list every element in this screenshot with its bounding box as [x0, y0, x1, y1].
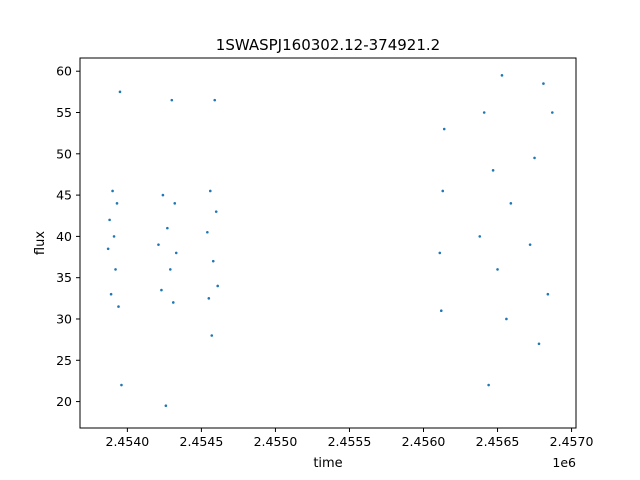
data-point [108, 218, 111, 222]
data-point [491, 169, 495, 172]
y-tick-label: 20 [56, 394, 72, 409]
plot-frame [79, 57, 577, 429]
data-point [537, 342, 541, 346]
x-axis-label: time [313, 456, 342, 471]
data-point [487, 383, 490, 387]
y-tick-label: 50 [56, 146, 72, 161]
y-tick-label: 60 [56, 64, 72, 79]
data-point [441, 189, 445, 193]
data-point [106, 247, 110, 251]
x-axis: 2.4540 2.4545 2.4550 2.4555 2.4560 2.4565 2.45… [106, 428, 594, 449]
data-point [114, 268, 117, 271]
data-point [109, 292, 113, 296]
data-point [173, 202, 177, 205]
data-point [214, 210, 218, 213]
x-tick-label: 2.4545 [180, 434, 224, 449]
data-point [169, 268, 172, 271]
data-point [115, 202, 119, 205]
data-point [216, 284, 219, 288]
data-points [106, 74, 554, 408]
y-tick-label: 40 [56, 229, 72, 244]
data-point [533, 156, 536, 160]
data-point [509, 202, 513, 205]
data-point [505, 317, 508, 321]
data-point [112, 235, 116, 238]
data-point [208, 189, 212, 193]
data-point [478, 235, 482, 238]
data-point [442, 127, 446, 131]
x-tick-label: 2.4570 [550, 434, 594, 449]
data-point [120, 383, 123, 387]
data-point [171, 301, 175, 304]
data-point [160, 288, 163, 292]
data-point [207, 297, 211, 300]
x-tick-label: 2.4540 [106, 434, 150, 449]
data-point [500, 74, 504, 77]
data-point [157, 243, 160, 246]
x-tick-label: 2.4560 [402, 434, 446, 449]
data-point [164, 404, 168, 408]
x-tick-label: 2.4550 [254, 434, 298, 449]
data-point [482, 111, 486, 114]
y-tick-label: 45 [56, 188, 72, 203]
x-axis-offset-label: 1e6 [552, 455, 576, 470]
data-point [166, 226, 169, 230]
data-point [111, 189, 114, 193]
data-point [174, 251, 178, 255]
y-axis-label: flux [33, 231, 48, 255]
data-point [161, 193, 165, 197]
data-point [496, 268, 499, 271]
data-point [528, 243, 532, 246]
data-point [542, 82, 545, 85]
data-point [118, 90, 122, 94]
data-point [117, 305, 120, 308]
y-tick-label: 35 [56, 270, 72, 285]
data-point [438, 251, 442, 255]
data-point [210, 334, 214, 337]
y-tick-label: 30 [56, 311, 72, 326]
data-point [551, 111, 554, 114]
data-point [213, 98, 217, 102]
y-axis: 20 25 30 35 40 45 50 55 60 [56, 64, 80, 409]
y-tick-label: 55 [56, 105, 72, 120]
chart-title: 1SWASPJ160302.12-374921.2 [216, 36, 440, 54]
data-point [206, 230, 209, 234]
x-tick-label: 2.4555 [328, 434, 372, 449]
y-tick-label: 25 [56, 353, 72, 368]
data-point [211, 259, 215, 263]
x-tick-label: 2.4565 [476, 434, 520, 449]
data-point [546, 292, 550, 296]
data-point [439, 309, 443, 313]
data-point [170, 98, 174, 102]
